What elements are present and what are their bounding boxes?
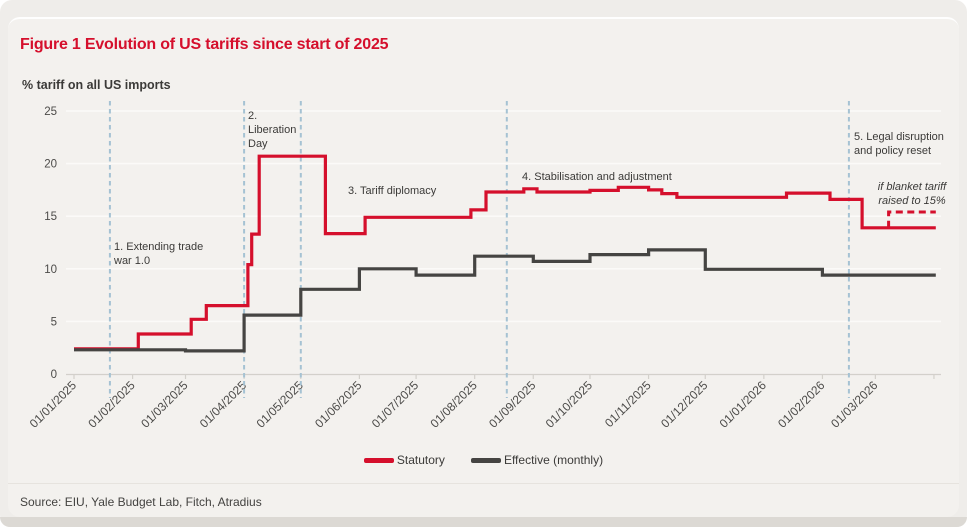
x-tick-label: 01/10/2025 bbox=[543, 378, 596, 431]
legend-label-effective: Effective (monthly) bbox=[503, 453, 604, 467]
x-tick-label: 01/02/2026 bbox=[775, 378, 828, 431]
y-tick-label: 0 bbox=[51, 369, 57, 381]
chart-legend: Statutory Effective (monthly) bbox=[0, 453, 967, 467]
footer-divider bbox=[8, 483, 959, 484]
y-tick-label: 20 bbox=[44, 159, 57, 171]
x-tick-label: 01/02/2025 bbox=[85, 378, 138, 431]
x-tick-label: 01/07/2025 bbox=[369, 378, 422, 431]
x-tick-label: 01/05/2025 bbox=[254, 378, 307, 431]
tariff-line-chart: 01/01/2025 01/02/2025 01/03/2025 01/04/2025… bbox=[27, 101, 941, 431]
x-tick-label: 01/08/2025 bbox=[427, 378, 480, 431]
x-tick-label: 01/11/2025 bbox=[602, 378, 654, 430]
y-tick-label: 25 bbox=[44, 106, 57, 118]
x-tick-label: 01/03/2025 bbox=[138, 378, 191, 431]
legend-label-statutory: Statutory bbox=[396, 453, 445, 467]
x-tick-label: 01/03/2026 bbox=[828, 378, 881, 431]
scenario-dashed-line bbox=[887, 210, 936, 228]
y-tick-label: 5 bbox=[51, 316, 57, 328]
legend-item-statutory: Statutory bbox=[363, 453, 445, 467]
series-line-effective bbox=[74, 248, 936, 353]
x-tick-label: 01/06/2025 bbox=[312, 378, 365, 431]
x-tick-label: 01/04/2025 bbox=[197, 378, 250, 431]
figure-title: Figure 1 Evolution of US tariffs since s… bbox=[20, 36, 389, 53]
source-text: Source: EIU, Yale Budget Lab, Fitch, Atr… bbox=[20, 495, 262, 509]
legend-item-effective: Effective (monthly) bbox=[470, 453, 604, 467]
card-surface bbox=[8, 17, 959, 517]
series-line-statutory bbox=[74, 154, 936, 351]
x-tick-label: 01/01/2026 bbox=[717, 378, 770, 431]
x-tick-label: 01/09/2025 bbox=[486, 378, 539, 431]
effective-line-swatch bbox=[470, 457, 501, 463]
y-tick-label: 15 bbox=[44, 211, 57, 223]
x-tick-label: 01/12/2025 bbox=[658, 378, 711, 431]
card-bottom-band bbox=[0, 517, 967, 527]
statutory-line-swatch bbox=[363, 457, 394, 463]
y-tick-label: 10 bbox=[44, 264, 57, 276]
x-tick-label: 01/01/2025 bbox=[27, 378, 80, 431]
y-axis-unit-label: % tariff on all US imports bbox=[22, 78, 171, 92]
